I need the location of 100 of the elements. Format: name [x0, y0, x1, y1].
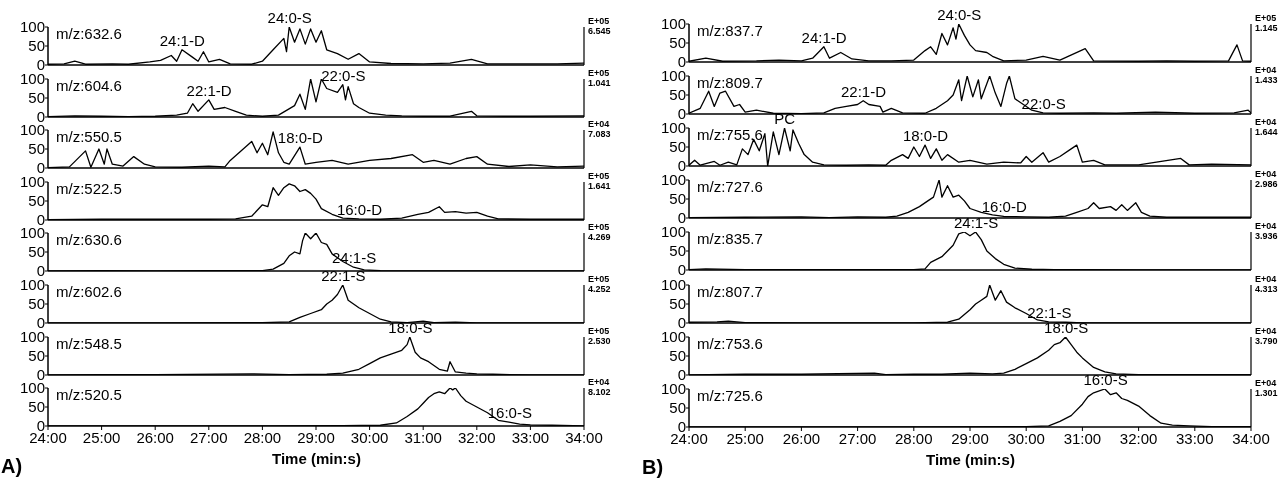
text: 6.545	[588, 26, 611, 36]
annotation: m/z:725.6	[697, 386, 763, 404]
y-tick-label: 0	[677, 365, 686, 383]
annotation: m/z:550.5	[56, 128, 122, 146]
x-tick-label: 29:00	[297, 428, 335, 446]
y-tick-label: 50	[669, 190, 686, 208]
x-tick-label: 28:00	[243, 428, 282, 446]
x-tick-label: 32:00	[1119, 429, 1158, 447]
text: E+04	[1255, 377, 1277, 388]
text: E+04	[1255, 273, 1277, 284]
annotation: m/z:632.6	[56, 25, 122, 42]
text: E+05	[588, 16, 610, 26]
y-tick-label: 50	[28, 140, 45, 158]
annotation: 16:0-D	[336, 200, 383, 218]
y-tick-label: 50	[669, 346, 686, 364]
text: E+04	[1255, 65, 1277, 76]
text: E+05	[1255, 13, 1277, 23]
text: 4.252	[588, 284, 611, 294]
x-tick-label: 25:00	[726, 429, 764, 447]
x-axis-title: Time (min:s)	[926, 450, 1015, 468]
x-tick-label: 34:00	[1232, 429, 1270, 447]
annotation: m/z:753.6	[697, 334, 763, 352]
text: E+04	[588, 119, 610, 130]
text: 8.102	[588, 387, 611, 398]
x-tick-label: 31:00	[1063, 429, 1102, 447]
text: 7.083	[588, 129, 611, 140]
annotation: m/z:522.5	[56, 179, 122, 197]
text: 2.986	[1255, 179, 1278, 190]
x-tick-label: 27:00	[190, 428, 228, 446]
text: 1.644	[1255, 127, 1278, 138]
annotation: 22:0-S	[1021, 94, 1066, 112]
x-tick-label: 30:00	[350, 428, 389, 446]
x-tick-label: 33:00	[511, 428, 550, 446]
y-tick-label: 50	[28, 37, 45, 55]
annotation: m/z:809.7	[697, 74, 763, 92]
y-tick-label: 50	[669, 294, 686, 312]
y-tick-label: 50	[669, 242, 686, 260]
annotation: 18:0-S	[388, 318, 433, 336]
annotation: m/z:727.6	[697, 178, 763, 196]
y-tick-label: 50	[28, 346, 45, 364]
x-tick-label: 29:00	[951, 429, 989, 447]
text: E+05	[588, 222, 610, 233]
text: B)	[642, 455, 664, 478]
annotation: 22:1-S	[321, 267, 366, 284]
text: E+04	[1255, 325, 1277, 336]
y-tick-label: 50	[28, 398, 45, 416]
annotation: 22:0-S	[321, 66, 366, 84]
x-axis-title: Time (min:s)	[272, 450, 361, 468]
annotation: m/z:837.7	[697, 22, 763, 39]
text: 1.145	[1255, 23, 1278, 33]
annotation: 24:1-S	[954, 214, 999, 232]
text: E+04	[588, 377, 610, 388]
y-tick-label: 50	[669, 399, 686, 417]
text: 1.301	[1255, 387, 1278, 398]
text: 3.936	[1255, 231, 1278, 242]
annotation: m/z:755.6	[697, 126, 763, 144]
text: 4.313	[1255, 283, 1278, 294]
annotation: 16:0-D	[981, 198, 1027, 216]
x-tick-label: 31:00	[404, 428, 442, 446]
x-tick-label: 28:00	[895, 429, 933, 447]
x-tick-label: 25:00	[82, 428, 121, 446]
annotation: 18:0-D	[277, 129, 324, 147]
y-tick-label: 100	[19, 18, 45, 36]
text: E+05	[588, 325, 610, 336]
x-tick-label: 30:00	[1007, 429, 1045, 447]
annotation: PC	[774, 110, 796, 128]
annotation: m/z:807.7	[697, 282, 763, 300]
x-tick-label: 32:00	[458, 428, 496, 446]
annotation: 16:0-S	[1083, 370, 1128, 388]
annotation: m/z:630.6	[56, 231, 122, 249]
x-tick-label: 27:00	[838, 429, 877, 447]
text: 3.790	[1255, 335, 1278, 346]
text: E+04	[1255, 117, 1277, 128]
y-tick-label: 50	[28, 295, 45, 313]
annotation: 24:1-D	[801, 28, 847, 46]
annotation: m/z:520.5	[56, 386, 122, 404]
annotation: 18:0-D	[902, 127, 949, 145]
x-tick-label: 26:00	[136, 428, 174, 446]
annotation: 22:1-S	[1027, 303, 1072, 321]
x-tick-label: 33:00	[1176, 429, 1214, 447]
y-tick-label: 50	[28, 88, 45, 106]
y-tick-label: 50	[28, 243, 45, 261]
annotation: m/z:548.5	[56, 334, 122, 352]
y-tick-label: 50	[28, 192, 45, 210]
text: 1.433	[1255, 75, 1278, 86]
text: 1.041	[588, 77, 611, 88]
annotation: 24:0-S	[267, 9, 312, 26]
text: 2.530	[588, 335, 611, 346]
text: E+05	[588, 274, 610, 284]
text: E+04	[1255, 169, 1277, 180]
y-tick-label: 50	[669, 86, 686, 104]
y-tick-label: 50	[669, 138, 686, 156]
text: A)	[1, 455, 23, 478]
annotation: m/z:835.7	[697, 230, 763, 248]
annotation: 18:0-S	[1044, 318, 1089, 336]
annotation: 22:1-D	[841, 82, 887, 100]
x-tick-label: 34:00	[565, 428, 603, 446]
text: E+05	[588, 170, 610, 181]
y-tick-label: 100	[660, 380, 686, 398]
text: 1.641	[588, 180, 611, 191]
